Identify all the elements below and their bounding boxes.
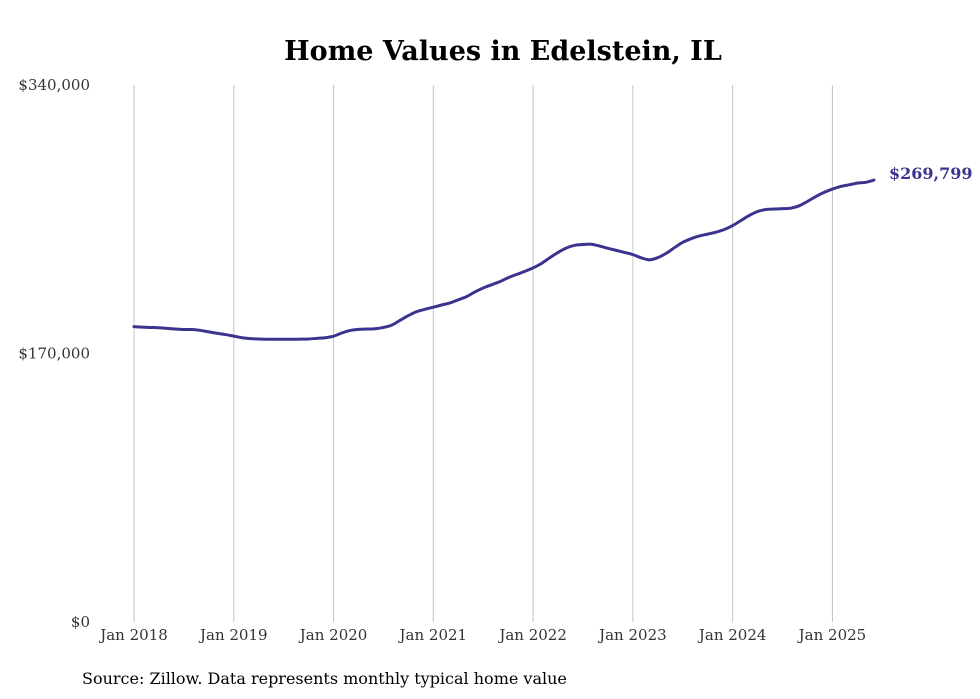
x-tick-label: Jan 2022	[497, 626, 567, 644]
chart-title: Home Values in Edelstein, IL	[284, 36, 722, 67]
y-tick-label: $170,000	[18, 345, 90, 363]
x-tick-label: Jan 2024	[697, 626, 767, 644]
source-note: Source: Zillow. Data represents monthly …	[82, 669, 567, 688]
y-tick-label: $0	[71, 613, 90, 631]
x-tick-label: Jan 2023	[597, 626, 667, 644]
x-tick-label: Jan 2025	[797, 626, 867, 644]
x-tick-label: Jan 2019	[198, 626, 268, 644]
y-tick-label: $340,000	[18, 76, 90, 94]
gridlines	[133, 85, 833, 622]
last-value-label: $269,799	[889, 164, 973, 183]
x-tick-label: Jan 2021	[398, 626, 468, 644]
home-value-line	[132, 178, 876, 341]
y-axis-ticks: $0 $170,000 $340,000	[18, 76, 90, 631]
x-axis-ticks: Jan 2018 Jan 2019 Jan 2020 Jan 2021 Jan 2022…	[98, 626, 866, 644]
x-tick-label: Jan 2018	[98, 626, 168, 644]
x-tick-label: Jan 2020	[298, 626, 368, 644]
